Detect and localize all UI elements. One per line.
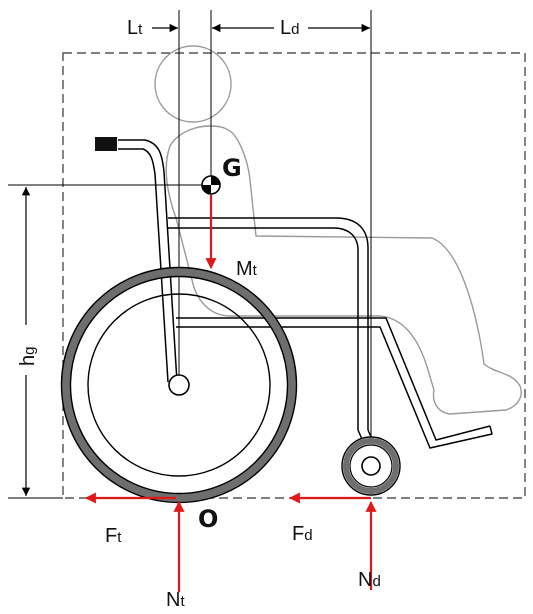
ld-label: Ld	[280, 17, 299, 39]
hg-label: hg	[17, 347, 39, 366]
front-caster	[341, 436, 401, 496]
fd-label: Fd	[292, 523, 313, 545]
rear-tire	[61, 267, 297, 503]
ft-label: Ft	[105, 525, 122, 547]
o-label: O	[198, 505, 218, 533]
wheelchair-frame	[118, 139, 493, 449]
nd-label: Nd	[358, 569, 381, 591]
force-arrows	[84, 195, 377, 592]
occupant-silhouette	[154, 45, 522, 415]
lt-label: Lt	[127, 17, 143, 39]
g-label: G	[222, 154, 242, 182]
handle-grip-icon	[95, 137, 117, 151]
rear-handrim	[87, 293, 271, 477]
caster-hub	[361, 456, 381, 476]
caster-tire	[343, 438, 399, 494]
nt-label: Nt	[166, 589, 185, 611]
occupant-head	[154, 45, 232, 123]
dashed-envelope	[62, 52, 526, 499]
occupant-body	[165, 125, 522, 415]
rear-hub	[168, 374, 190, 396]
mt-label: Mt	[236, 258, 258, 280]
center-of-gravity-icon	[201, 175, 221, 195]
dimension-arrows	[21, 23, 370, 496]
